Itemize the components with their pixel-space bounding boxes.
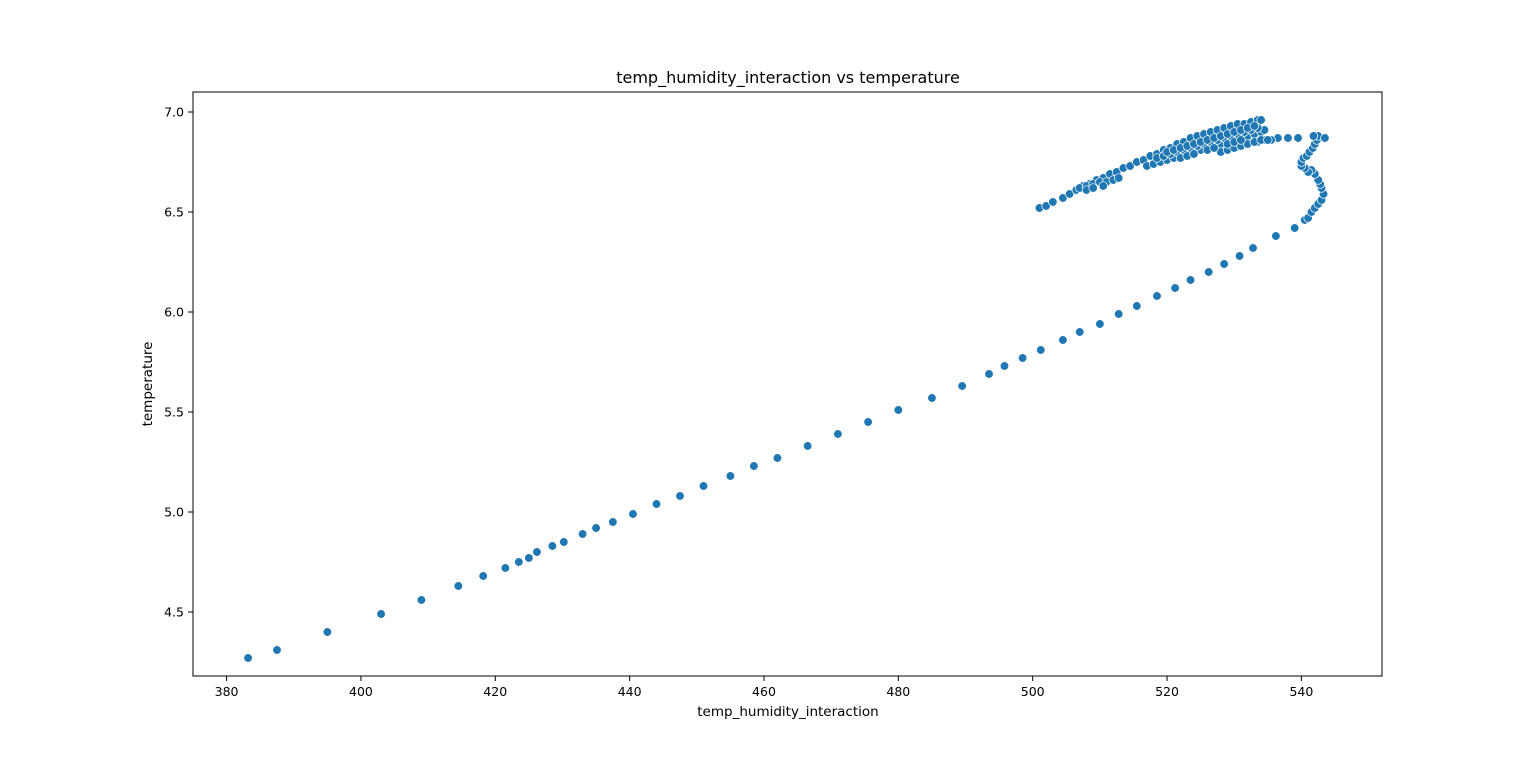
data-point bbox=[1320, 133, 1330, 143]
data-point bbox=[1248, 243, 1258, 253]
data-point bbox=[1098, 181, 1108, 191]
data-point bbox=[1095, 319, 1105, 329]
data-point bbox=[514, 557, 524, 567]
data-point bbox=[1185, 275, 1196, 285]
data-point bbox=[1308, 131, 1319, 141]
data-point bbox=[1236, 135, 1246, 145]
data-point bbox=[863, 417, 873, 427]
data-point bbox=[591, 523, 601, 533]
x-tick-label: 520 bbox=[1155, 684, 1179, 699]
x-axis-label: temp_humidity_interaction bbox=[697, 704, 878, 720]
data-point bbox=[532, 547, 542, 557]
data-point bbox=[1041, 201, 1051, 211]
data-point bbox=[1256, 115, 1266, 125]
chart-title: temp_humidity_interaction vs temperature bbox=[616, 68, 960, 88]
data-point bbox=[1114, 309, 1124, 319]
x-tick-label: 480 bbox=[886, 684, 910, 699]
y-tick-label: 5.0 bbox=[164, 505, 184, 520]
data-point bbox=[1075, 327, 1085, 337]
data-point bbox=[272, 645, 282, 655]
data-point bbox=[1132, 301, 1142, 311]
data-point bbox=[1219, 259, 1229, 269]
data-point bbox=[547, 541, 558, 551]
data-point bbox=[1125, 161, 1135, 171]
data-point bbox=[1263, 135, 1273, 145]
data-point bbox=[1036, 345, 1046, 355]
plot-area-frame bbox=[192, 91, 1383, 677]
data-point bbox=[608, 517, 618, 527]
y-tick-label: 4.5 bbox=[164, 605, 184, 620]
data-point bbox=[1088, 183, 1098, 193]
data-point bbox=[675, 491, 685, 501]
data-point bbox=[1290, 223, 1300, 233]
data-point bbox=[772, 453, 783, 463]
data-point bbox=[1170, 283, 1180, 293]
y-tick-label: 7.0 bbox=[164, 105, 184, 120]
data-point bbox=[559, 537, 569, 547]
data-point bbox=[749, 461, 759, 471]
x-tick-label: 540 bbox=[1289, 684, 1313, 699]
y-tick-label: 6.5 bbox=[164, 205, 184, 220]
data-point bbox=[833, 429, 843, 439]
x-tick-label: 460 bbox=[752, 684, 776, 699]
data-point bbox=[1209, 143, 1219, 153]
data-point bbox=[322, 627, 333, 637]
x-axis-ticks: 380 400 420 440 460 480 500 520 540 bbox=[215, 676, 1313, 699]
data-point bbox=[957, 381, 967, 391]
data-point bbox=[651, 499, 662, 509]
data-point bbox=[1064, 189, 1075, 199]
x-tick-label: 420 bbox=[483, 684, 507, 699]
y-tick-label: 5.5 bbox=[164, 405, 184, 420]
data-point bbox=[984, 369, 994, 379]
data-point bbox=[803, 441, 813, 451]
data-point bbox=[376, 609, 386, 619]
data-point bbox=[1114, 173, 1124, 183]
data-point bbox=[1234, 251, 1245, 261]
data-point bbox=[698, 481, 709, 491]
y-axis-label: temperature bbox=[140, 342, 156, 427]
x-tick-label: 500 bbox=[1021, 684, 1045, 699]
y-axis-ticks: 4.5 5.0 5.5 6.0 6.5 7.0 bbox=[164, 105, 193, 620]
y-tick-label: 6.0 bbox=[164, 305, 184, 320]
data-point bbox=[999, 361, 1010, 371]
data-point bbox=[416, 595, 427, 605]
data-point bbox=[1204, 267, 1214, 277]
x-tick-label: 440 bbox=[618, 684, 642, 699]
data-point bbox=[1249, 121, 1260, 131]
data-point bbox=[524, 553, 534, 563]
points-layer bbox=[243, 115, 1330, 663]
x-tick-label: 380 bbox=[215, 684, 239, 699]
data-point bbox=[1152, 291, 1162, 301]
data-point bbox=[1048, 197, 1058, 207]
data-point bbox=[1058, 193, 1068, 203]
data-point bbox=[577, 529, 588, 539]
data-point bbox=[893, 405, 903, 415]
data-point bbox=[453, 581, 463, 591]
x-tick-label: 400 bbox=[349, 684, 373, 699]
data-point bbox=[1189, 149, 1199, 159]
data-point bbox=[1058, 335, 1068, 345]
data-point bbox=[478, 571, 488, 581]
data-point bbox=[500, 563, 511, 573]
data-point bbox=[1283, 133, 1293, 143]
data-point bbox=[628, 509, 638, 519]
data-point bbox=[725, 471, 736, 481]
data-point bbox=[927, 393, 937, 403]
data-point bbox=[1293, 133, 1303, 143]
data-point bbox=[1017, 353, 1028, 363]
data-point bbox=[243, 653, 253, 663]
data-point bbox=[1271, 231, 1281, 241]
